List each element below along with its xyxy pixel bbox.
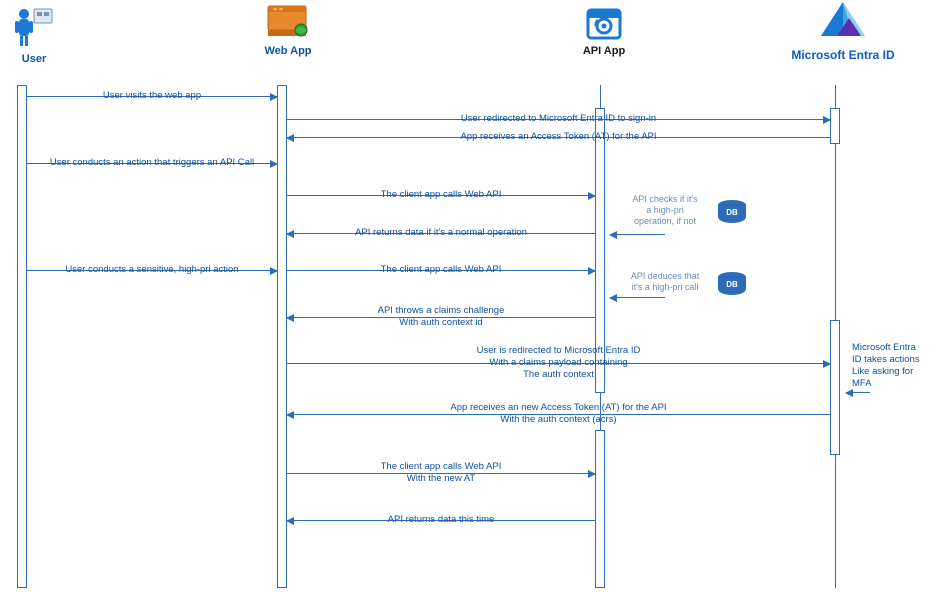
actor-api-label: API App (574, 45, 634, 57)
user-icon (12, 6, 56, 50)
activation-web-1 (277, 85, 287, 588)
message-label: API returns data if it's a normal operat… (287, 227, 595, 239)
entra-icon (815, 0, 871, 46)
db-note: operation, if not (620, 216, 710, 227)
db-note: API deduces that (620, 271, 710, 282)
db-note: it's a high-pri call (620, 282, 710, 293)
message-label: With the auth context (acrs) (287, 414, 830, 426)
side-note: Like asking for (852, 366, 932, 378)
api-icon (584, 6, 624, 42)
db-note-arrow (610, 234, 665, 235)
message-label: The auth context (287, 369, 830, 381)
actor-user: User (4, 6, 64, 65)
database-icon: DB (718, 200, 746, 224)
actor-entra-label: Microsoft Entra ID (788, 49, 898, 62)
activation-entra-5 (830, 320, 840, 455)
actor-entra: Microsoft Entra ID (788, 0, 898, 62)
message-label: App receives an Access Token (AT) for th… (287, 131, 830, 143)
message-label: The client app calls Web API (287, 264, 595, 276)
db-note-arrow (610, 297, 665, 298)
db-label: DB (718, 208, 746, 217)
message-label: User conducts an action that triggers an… (27, 157, 277, 169)
message-label: App receives an new Access Token (AT) fo… (287, 402, 830, 414)
activation-user-0 (17, 85, 27, 588)
activation-entra-4 (830, 108, 840, 144)
message-label: API returns data this time (287, 514, 595, 526)
database-icon: DB (718, 272, 746, 296)
message-label: User conducts a sensitive, high-pri acti… (27, 264, 277, 276)
actor-api: API App (574, 6, 634, 57)
message-label: The client app calls Web API (287, 189, 595, 201)
message-label: User visits the web app (27, 90, 277, 102)
message-label: With a claims payload containing (287, 357, 830, 369)
message-label: API throws a claims challenge (287, 305, 595, 317)
actor-web-label: Web App (258, 45, 318, 57)
activation-api-3 (595, 430, 605, 588)
actor-user-label: User (4, 53, 64, 65)
side-note-arrow (846, 392, 870, 393)
db-label: DB (718, 280, 746, 289)
actor-web: Web App (258, 0, 318, 57)
side-note: MFA (852, 378, 932, 390)
side-note: ID takes actions (852, 354, 932, 366)
message-label: User redirected to Microsoft Entra ID to… (287, 113, 830, 125)
message-label: With auth context id (287, 317, 595, 329)
db-note: API checks if it's (620, 194, 710, 205)
message-label: The client app calls Web API (287, 461, 595, 473)
side-note: Microsoft Entra (852, 342, 932, 354)
message-label: With the new AT (287, 473, 595, 485)
message-label: User is redirected to Microsoft Entra ID (287, 345, 830, 357)
db-note: a high-pri (620, 205, 710, 216)
server-icon (264, 0, 312, 42)
